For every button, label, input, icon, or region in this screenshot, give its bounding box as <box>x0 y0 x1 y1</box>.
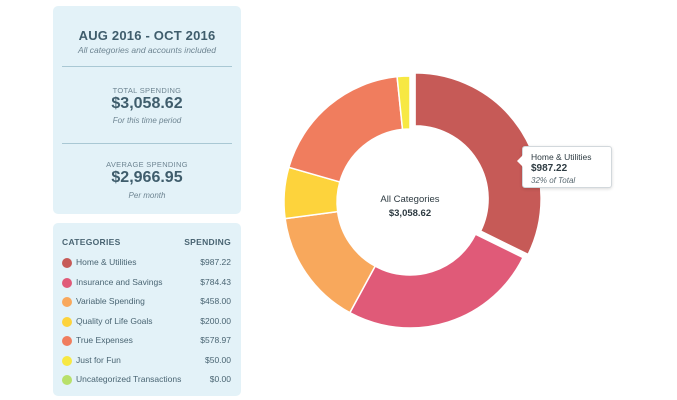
legend-item-insurance-savings[interactable]: Insurance and Savings $784.43 <box>53 276 241 290</box>
total-spending-sub: For this time period <box>112 116 182 125</box>
donut-slice-true-expenses[interactable] <box>287 75 404 183</box>
legend-item-quality-of-life[interactable]: Quality of Life Goals $200.00 <box>53 315 241 329</box>
summary-divider <box>62 66 232 67</box>
tooltip-category: Home & Utilities <box>531 152 592 162</box>
legend-swatch <box>62 375 72 385</box>
total-spending-label: TOTAL SPENDING <box>112 86 182 95</box>
average-spending-label: AVERAGE SPENDING <box>106 160 188 169</box>
legend-swatch <box>62 277 72 288</box>
period-title: AUG 2016 - OCT 2016 <box>78 28 216 43</box>
legend-item-amount: $50.00 <box>205 354 231 365</box>
legend-swatch <box>62 316 72 327</box>
spending-summary-card: AUG 2016 - OCT 2016 All categories and a… <box>53 6 241 214</box>
average-spending-sub: Per month <box>128 191 166 200</box>
donut-center-value: $3,058.62 <box>388 208 432 219</box>
legend-item-label: True Expenses <box>76 335 133 345</box>
legend-item-label: Insurance and Savings <box>76 276 163 287</box>
tooltip-share: 32% of Total <box>531 176 576 185</box>
legend-item-label: Just for Fun <box>76 354 121 365</box>
legend-item-amount: $200.00 <box>200 315 231 326</box>
legend-item-uncategorized[interactable]: Uncategorized Transactions $0.00 <box>53 373 241 387</box>
legend-item-label: Uncategorized Transactions <box>76 374 182 384</box>
segment-tooltip: Home & Utilities $987.22 32% of Total <box>517 146 612 188</box>
legend-item-amount: $0.00 <box>209 374 231 384</box>
total-spending-value: $3,058.62 <box>111 95 183 112</box>
legend-swatch <box>62 297 72 307</box>
legend-swatch <box>62 355 72 366</box>
legend-item-amount: $578.97 <box>200 335 231 345</box>
donut-slice-just-for-fun[interactable] <box>396 75 411 131</box>
average-spending-value: $2,966.95 <box>111 169 183 186</box>
legend-item-just-for-fun[interactable]: Just for Fun $50.00 <box>53 354 241 368</box>
summary-divider <box>62 143 232 144</box>
legend-item-label: Home & Utilities <box>76 257 137 267</box>
legend-item-home-utilities[interactable]: Home & Utilities $987.22 <box>53 256 241 270</box>
legend-item-label: Quality of Life Goals <box>76 315 153 326</box>
legend-item-true-expenses[interactable]: True Expenses $578.97 <box>53 334 241 348</box>
donut-center-title: All Categories <box>380 194 440 205</box>
tooltip-amount: $987.22 <box>531 163 568 174</box>
donut-slice-insurance-and-savings[interactable] <box>348 233 525 329</box>
donut-slice-home-and-utilities[interactable] <box>414 72 542 256</box>
tooltip-pointer <box>517 155 523 167</box>
legend-item-label: Variable Spending <box>76 296 145 306</box>
scope-note: All categories and accounts included <box>78 45 216 55</box>
legend-swatch <box>62 336 72 346</box>
legend-item-amount: $987.22 <box>200 257 231 267</box>
legend-header-categories: CATEGORIES <box>62 237 121 247</box>
legend-header-spending: SPENDING <box>184 237 231 247</box>
legend-item-amount: $784.43 <box>200 276 231 287</box>
legend-item-variable-spending[interactable]: Variable Spending $458.00 <box>53 295 241 309</box>
legend-swatch <box>62 258 72 268</box>
legend-item-amount: $458.00 <box>200 296 231 306</box>
category-legend-card: CATEGORIES SPENDING Home & Utilities $98… <box>53 223 241 396</box>
spending-donut-chart <box>283 72 542 329</box>
